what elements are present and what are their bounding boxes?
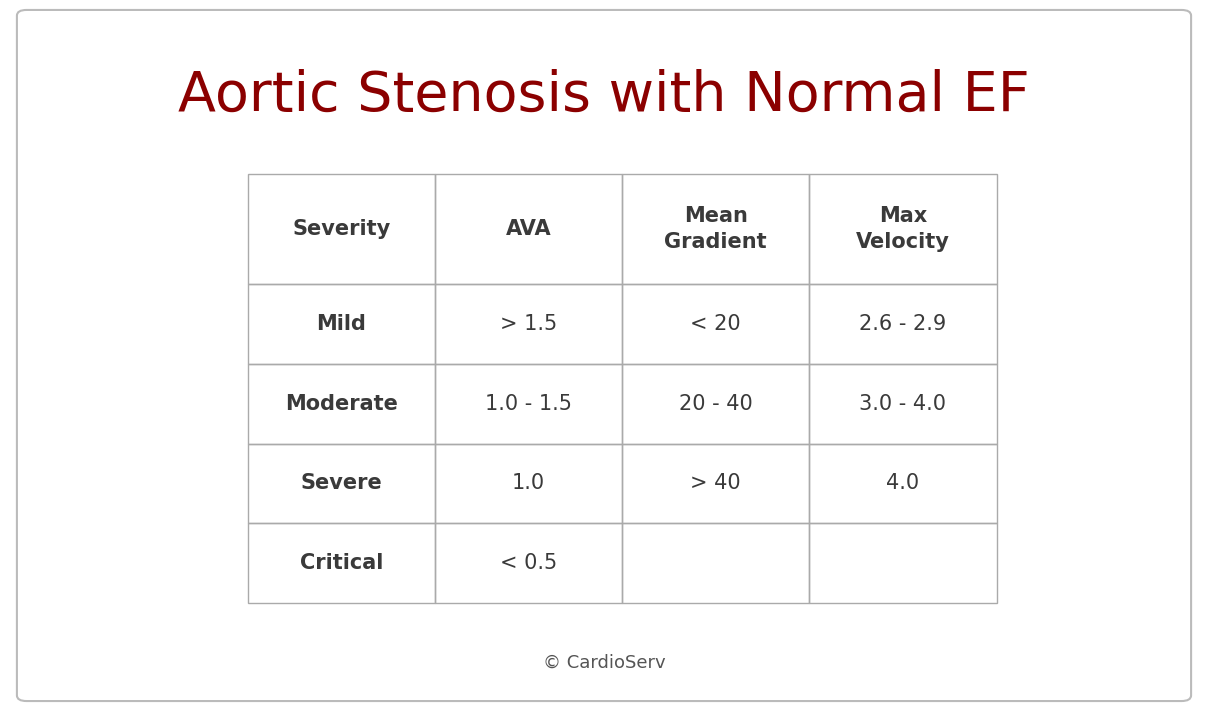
- FancyBboxPatch shape: [17, 10, 1191, 701]
- Text: < 0.5: < 0.5: [500, 553, 557, 573]
- Text: AVA: AVA: [506, 219, 551, 240]
- Bar: [622, 364, 809, 444]
- Bar: [622, 444, 809, 523]
- Text: Mean
Gradient: Mean Gradient: [664, 206, 767, 252]
- Text: Mild: Mild: [316, 314, 366, 334]
- Bar: [248, 523, 435, 603]
- Text: Max
Velocity: Max Velocity: [856, 206, 949, 252]
- Bar: [809, 523, 997, 603]
- Bar: [248, 444, 435, 523]
- Bar: [622, 284, 809, 364]
- Text: 20 - 40: 20 - 40: [679, 394, 753, 414]
- Text: 3.0 - 4.0: 3.0 - 4.0: [859, 394, 947, 414]
- Bar: [622, 523, 809, 603]
- Bar: [248, 364, 435, 444]
- Text: Critical: Critical: [300, 553, 383, 573]
- Text: > 40: > 40: [691, 474, 741, 493]
- Text: © CardioServ: © CardioServ: [542, 653, 666, 672]
- Bar: [809, 444, 997, 523]
- Bar: [809, 364, 997, 444]
- Text: 2.6 - 2.9: 2.6 - 2.9: [859, 314, 947, 334]
- Text: > 1.5: > 1.5: [500, 314, 557, 334]
- Text: Moderate: Moderate: [285, 394, 397, 414]
- Text: 4.0: 4.0: [887, 474, 919, 493]
- Bar: [809, 174, 997, 284]
- Bar: [809, 284, 997, 364]
- Bar: [622, 174, 809, 284]
- Bar: [435, 444, 622, 523]
- Bar: [435, 174, 622, 284]
- Text: Severity: Severity: [292, 219, 390, 240]
- Bar: [248, 284, 435, 364]
- Bar: [435, 523, 622, 603]
- Bar: [435, 364, 622, 444]
- Text: 1.0: 1.0: [512, 474, 545, 493]
- Text: Severe: Severe: [301, 474, 382, 493]
- Bar: [435, 284, 622, 364]
- Text: Aortic Stenosis with Normal EF: Aortic Stenosis with Normal EF: [178, 69, 1030, 123]
- Text: < 20: < 20: [691, 314, 741, 334]
- Bar: [248, 174, 435, 284]
- Text: 1.0 - 1.5: 1.0 - 1.5: [484, 394, 573, 414]
